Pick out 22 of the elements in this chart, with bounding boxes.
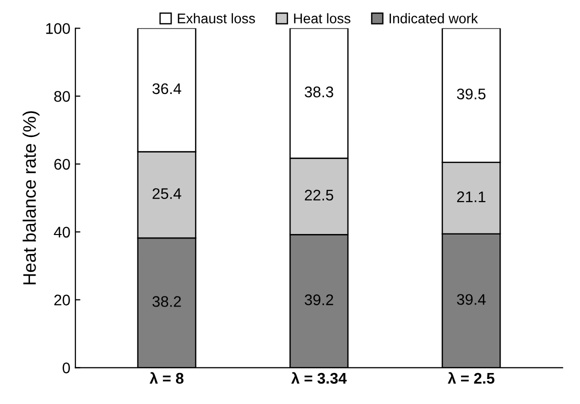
data-label: 38.2	[152, 296, 181, 307]
data-label: 39.5	[456, 88, 486, 100]
x-tick-label: λ = 3.34	[291, 372, 347, 384]
y-tick-label: 60	[54, 158, 70, 170]
data-label: 39.4	[456, 294, 486, 305]
data-label: 25.4	[152, 188, 182, 200]
data-label: 38.3	[304, 86, 334, 98]
legend-label: Exhaust loss	[178, 13, 255, 24]
y-tick-label: 20	[54, 294, 70, 306]
data-label: 21.1	[457, 191, 486, 202]
y-tick-label: 100	[46, 23, 70, 34]
y-tick-label: 0	[62, 362, 70, 374]
x-tick-label: λ = 8	[150, 372, 184, 384]
legend-label: Heat loss	[294, 13, 350, 24]
data-label: 39.2	[304, 294, 334, 306]
legend-label: Indicated work	[390, 13, 478, 24]
data-label: 22.5	[304, 190, 334, 201]
y-axis-title: Heat balance rate (%)	[22, 111, 40, 284]
data-label: 36.4	[152, 83, 182, 94]
y-tick-label: 80	[54, 91, 70, 102]
y-tick-label: 40	[54, 226, 70, 238]
x-tick-label: λ = 2.5	[448, 372, 494, 384]
